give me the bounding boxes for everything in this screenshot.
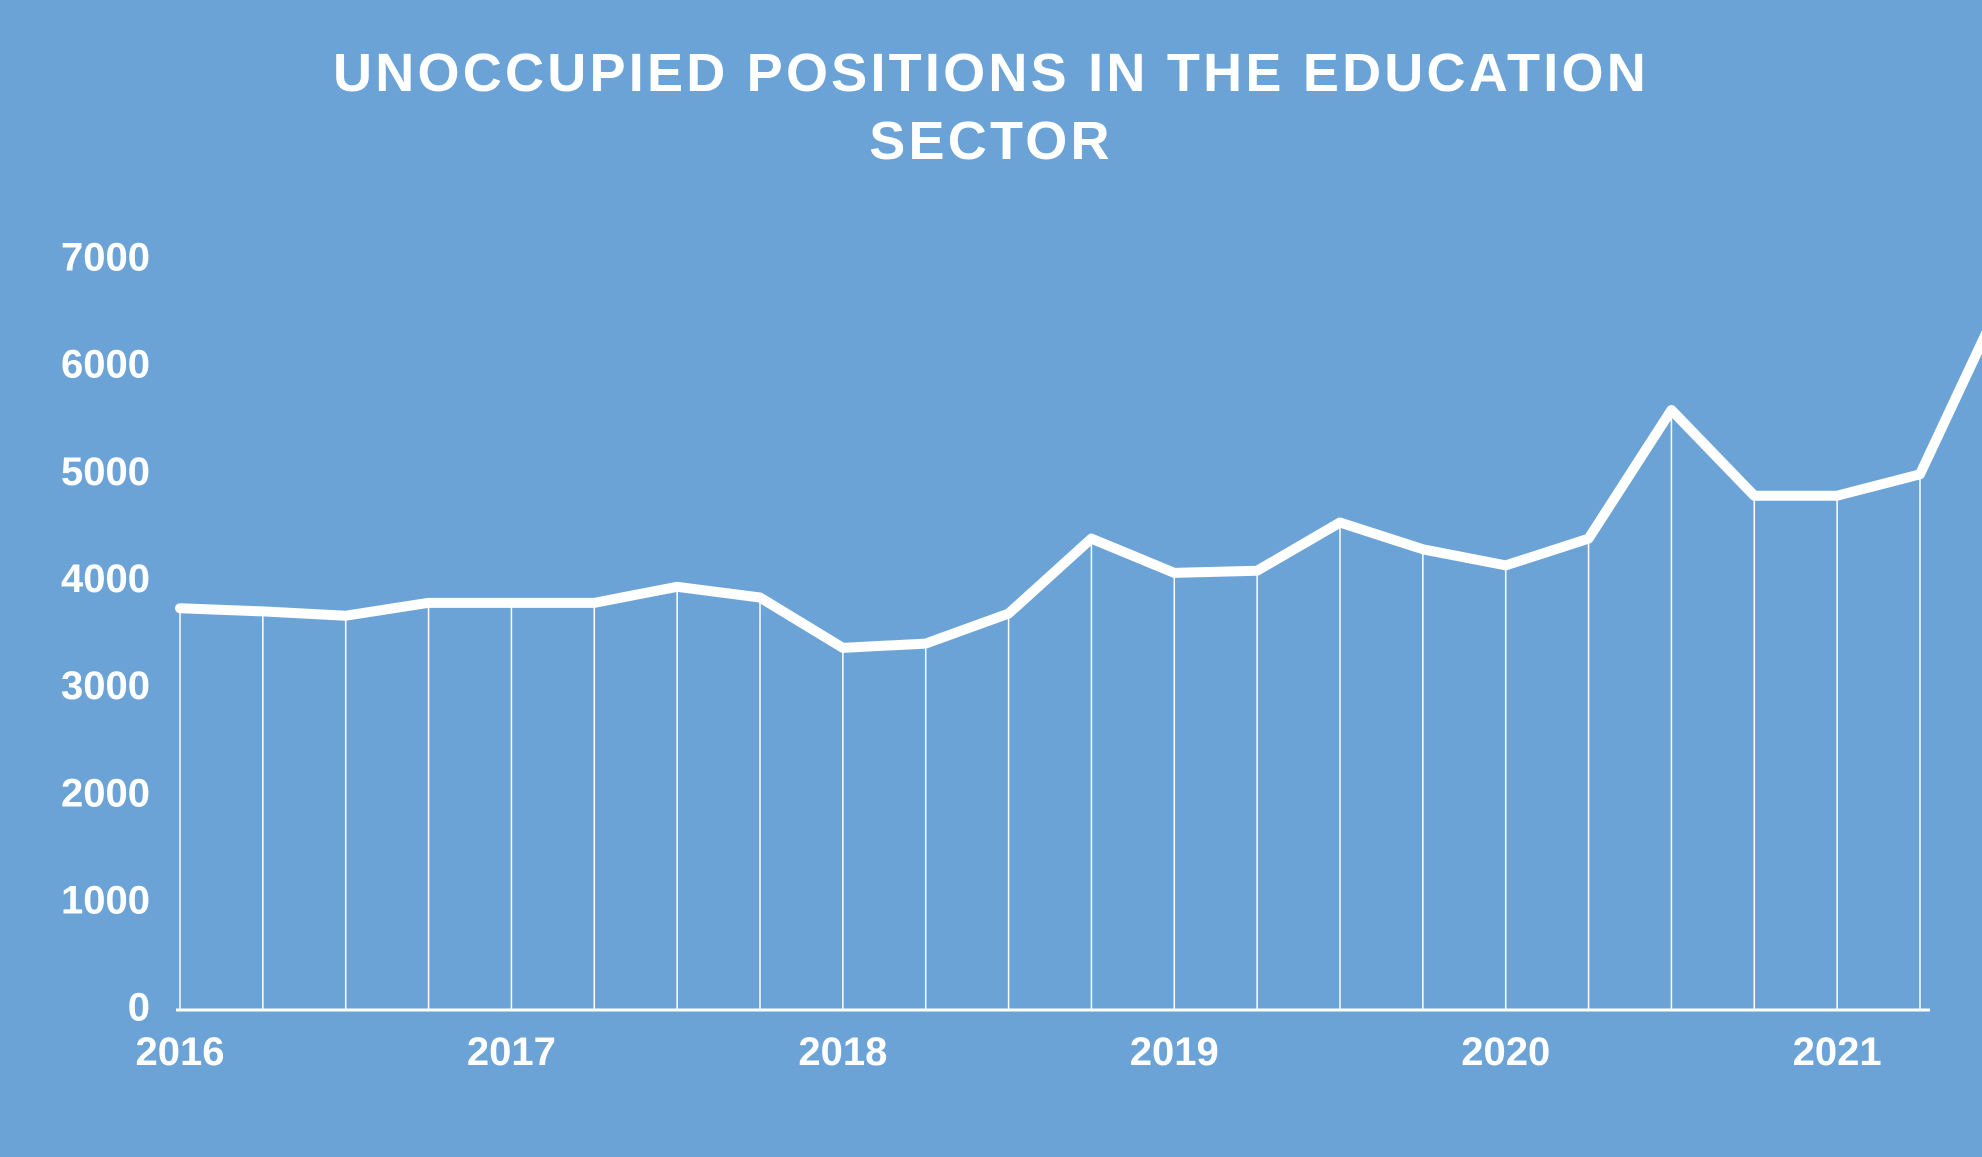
chart-plot: 0 1000 2000 3000 4000 5000 6000 7000 2016 2017 201… xyxy=(0,0,1982,1157)
y-tick-label: 0 xyxy=(128,986,150,1030)
chart-container: UNOCCUPIED POSITIONS IN THE EDUCATION SE… xyxy=(0,0,1982,1157)
y-tick-label: 4000 xyxy=(61,557,150,601)
x-tick-label: 2021 xyxy=(1793,1030,1882,1074)
y-tick-label: 2000 xyxy=(61,771,150,815)
y-tick-label: 5000 xyxy=(61,450,150,494)
y-tick-label: 3000 xyxy=(61,664,150,708)
x-tick-label: 2017 xyxy=(467,1030,556,1074)
x-tick-label: 2016 xyxy=(136,1030,225,1074)
x-tick-label: 2020 xyxy=(1461,1030,1550,1074)
x-tick-label: 2018 xyxy=(798,1030,887,1074)
y-tick-label: 7000 xyxy=(61,236,150,280)
x-tick-label: 2019 xyxy=(1130,1030,1219,1074)
data-line xyxy=(180,298,1982,648)
y-tick-label: 6000 xyxy=(61,343,150,387)
y-tick-label: 1000 xyxy=(61,878,150,922)
